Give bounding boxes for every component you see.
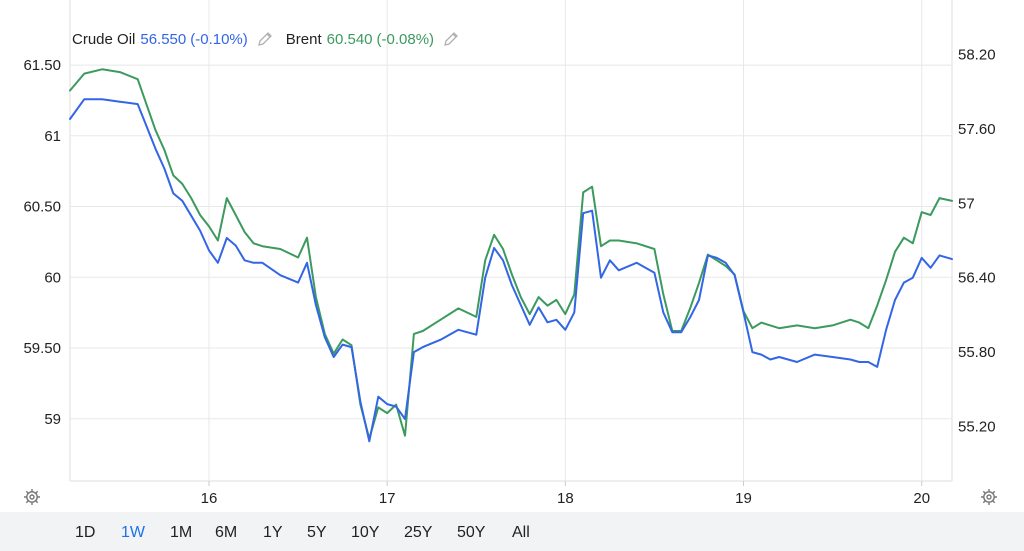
chart-svg: 61.50 61 60.50 60 59.50 59 58.20 57.60 57 56.40 55… (23, 0, 996, 507)
right-tick-label: 55.80 (958, 344, 996, 361)
series-line-crude-oil (69, 98, 953, 443)
legend-name-crude-oil: Crude Oil (72, 30, 136, 48)
left-tick-label: 60 (44, 269, 61, 286)
legend-change-brent: (-0.08%) (376, 30, 435, 48)
range-button-5y[interactable]: 5Y (307, 524, 327, 541)
range-button-1d[interactable]: 1D (75, 524, 96, 541)
legend-name-brent: Brent (285, 30, 322, 48)
series-line-brent (69, 68, 953, 440)
time-range-bar: 1D 1W 1M 6M 1Y 5Y 10Y 25Y 50Y All (0, 512, 1024, 551)
chart-legend: Crude Oil 56.550 (-0.10%) Brent 60.540 (… (72, 29, 472, 49)
left-axis-settings-gear-icon[interactable] (22, 487, 42, 507)
right-tick-label: 56.40 (958, 270, 996, 287)
left-tick-label: 61 (44, 128, 61, 145)
x-tick-label: 18 (557, 490, 574, 507)
left-tick-label: 59.50 (23, 340, 61, 357)
range-button-10y[interactable]: 10Y (351, 524, 380, 541)
legend-value-crude-oil: 56.550 (140, 30, 187, 48)
right-tick-label: 57.60 (958, 121, 996, 138)
right-tick-label: 55.20 (958, 418, 996, 435)
pencil-icon[interactable] (442, 30, 460, 48)
legend-value-brent: 60.540 (326, 30, 373, 48)
left-tick-label: 59 (44, 411, 61, 428)
range-button-25y[interactable]: 25Y (404, 524, 433, 541)
pencil-icon[interactable] (256, 30, 274, 48)
x-tick-label: 20 (913, 490, 930, 507)
range-button-6m[interactable]: 6M (215, 524, 238, 541)
right-tick-label: 58.20 (958, 47, 996, 64)
range-button-all[interactable]: All (512, 524, 530, 541)
range-button-1m[interactable]: 1M (170, 524, 193, 541)
right-tick-label: 57 (958, 195, 975, 212)
legend-change-crude-oil: (-0.10%) (190, 30, 248, 48)
x-tick-label: 16 (201, 490, 218, 507)
range-button-1y[interactable]: 1Y (263, 524, 283, 541)
x-tick-label: 19 (735, 490, 752, 507)
left-tick-label: 61.50 (23, 57, 61, 74)
right-axis-settings-gear-icon[interactable] (979, 487, 999, 507)
x-tick-label: 17 (379, 490, 396, 507)
range-button-1w[interactable]: 1W (121, 524, 145, 541)
range-button-50y[interactable]: 50Y (457, 524, 486, 541)
left-tick-label: 60.50 (23, 199, 61, 216)
price-chart: 61.50 61 60.50 60 59.50 59 58.20 57.60 57 56.40 55… (23, 0, 996, 507)
